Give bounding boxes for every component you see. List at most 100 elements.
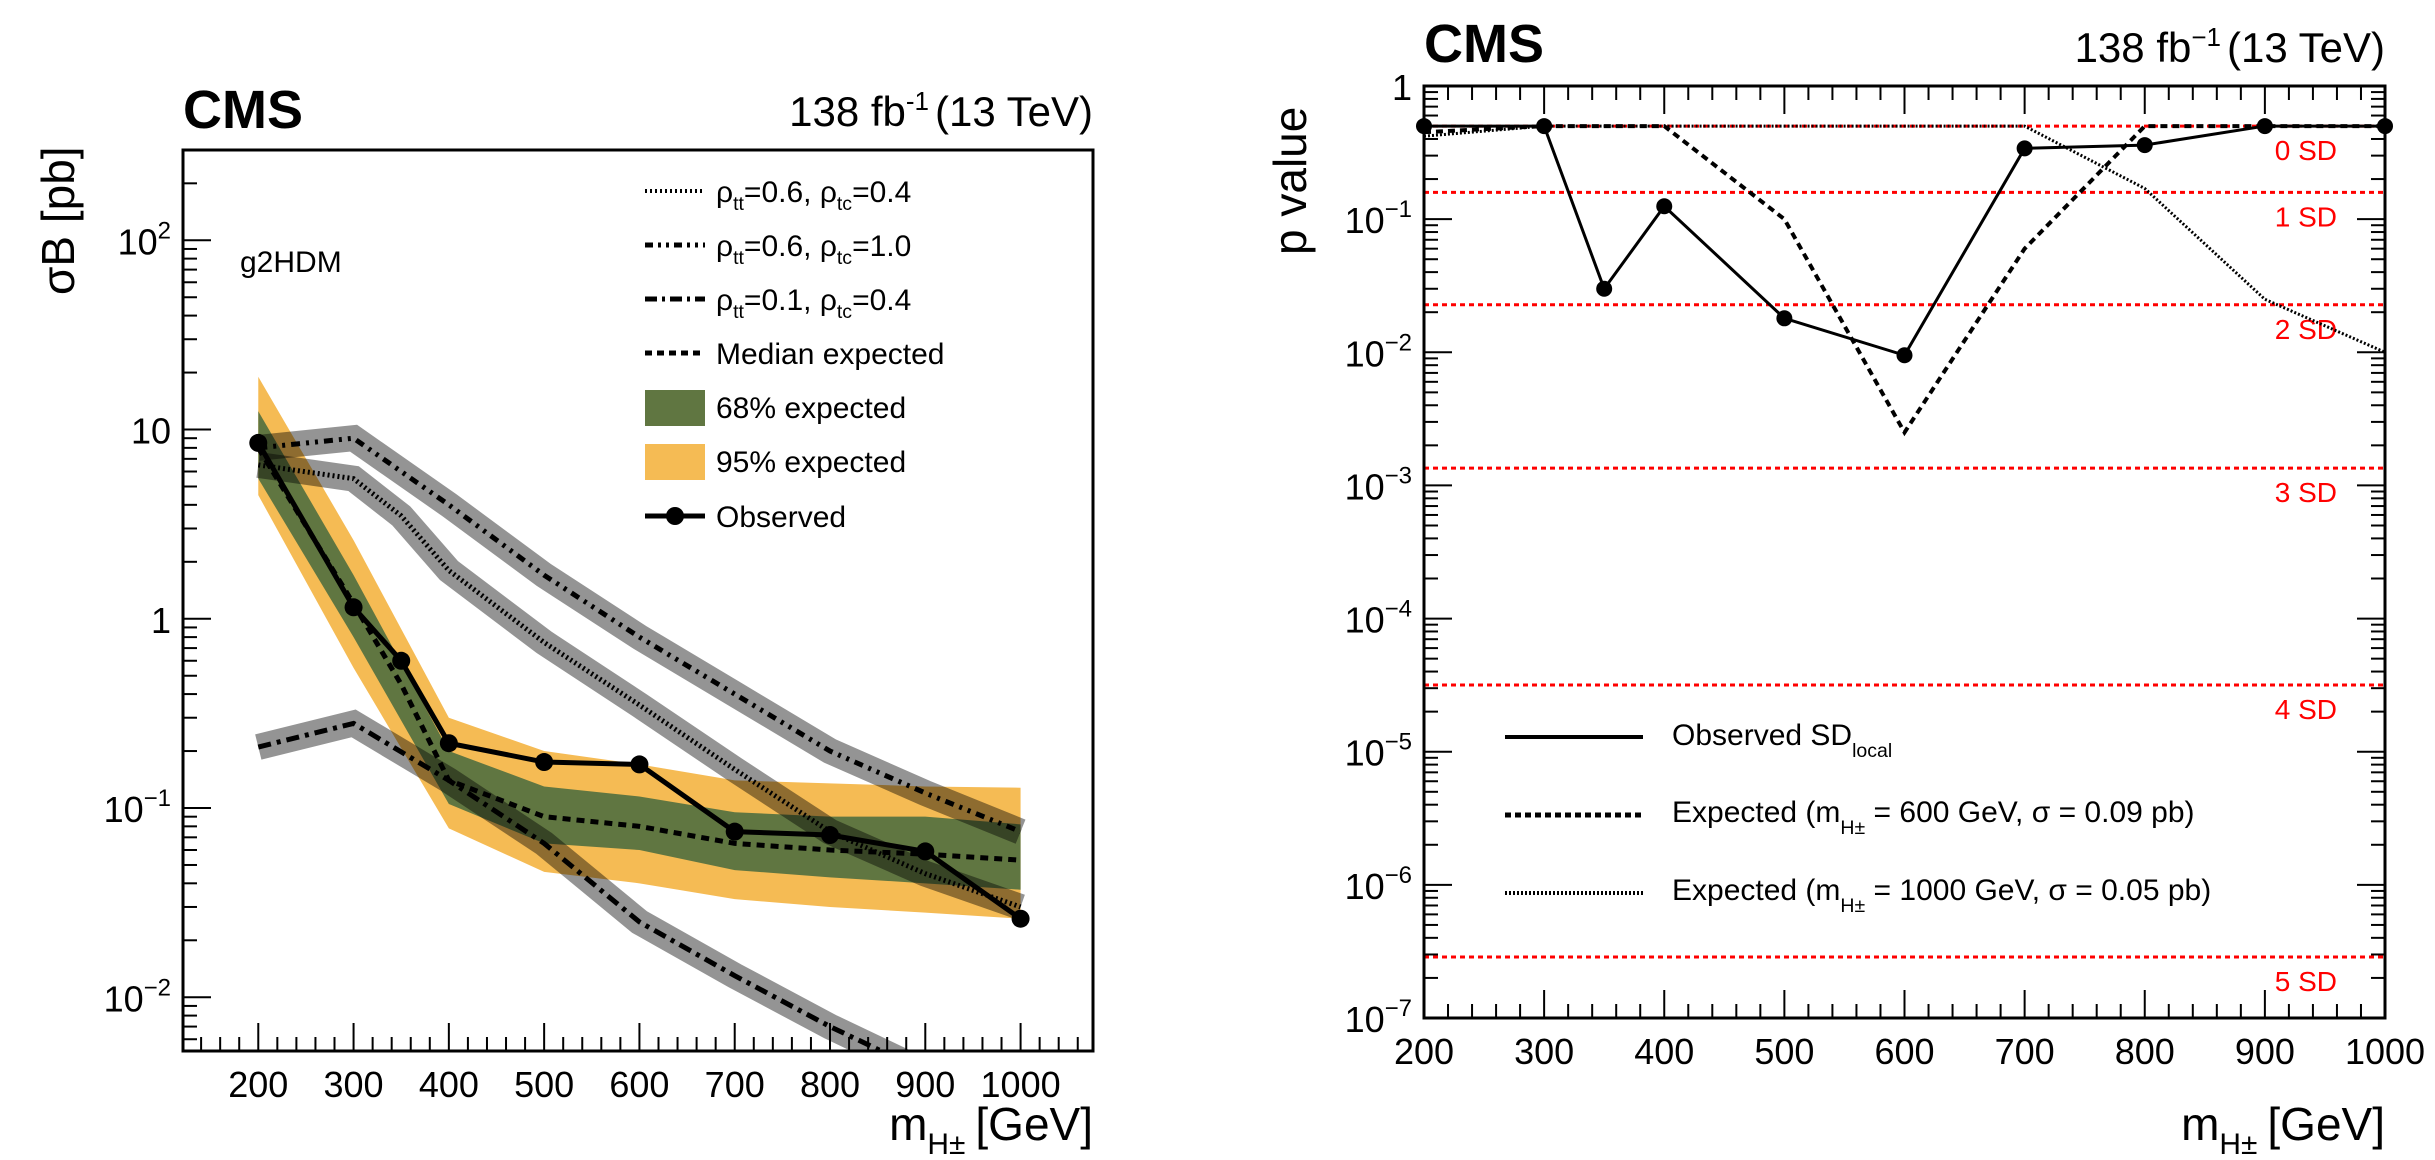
right-markers <box>1416 118 2393 364</box>
y-tick-label: 10−1 <box>104 785 171 830</box>
right-lumi-label: 138 fb−1 (13 TeV) <box>2075 22 2385 71</box>
series-line-3 <box>256 446 1021 863</box>
y-tick-label: 10 <box>131 411 171 452</box>
legend-swatch-68 <box>645 390 705 426</box>
left-markers <box>249 433 1030 928</box>
legend-item-expected-1000: Expected (mH± = 1000 GeV, σ = 0.05 pb) <box>1505 874 2211 917</box>
series-line-2 <box>257 720 888 1051</box>
legend-label: Observed SDlocal <box>1672 719 1892 762</box>
pvalue-series-1 <box>1423 124 2385 437</box>
y-tick-label: 1 <box>151 600 171 641</box>
x-tick-label: 400 <box>1634 1031 1694 1072</box>
legend-item-observed: Observed <box>645 501 846 534</box>
right-lines <box>1423 124 2386 437</box>
x-tick-label: 700 <box>705 1064 765 1105</box>
observed-pvalue-point <box>1656 198 1673 215</box>
x-tick-label: 400 <box>419 1064 479 1105</box>
right-axes: 200 300 400 500 600 700 800 900 1000 1 10−1 10−2 10−… <box>1345 67 2425 1072</box>
right-y-axis-label: p value <box>1264 107 1316 255</box>
legend-label: Observed <box>716 501 846 534</box>
left-x-axis-label: mH± [GeV] <box>889 1098 1093 1160</box>
observed-pvalue-point <box>2136 137 2153 154</box>
x-tick-label: 800 <box>800 1064 860 1105</box>
x-tick-label: 300 <box>1514 1031 1574 1072</box>
observed-point <box>1011 909 1030 928</box>
observed-point <box>439 734 458 753</box>
x-tick-label: 700 <box>1995 1031 2055 1072</box>
left-cms-label: CMS <box>183 80 303 140</box>
y-tick-label: 1 <box>1392 67 1412 108</box>
right-panel: CMS 138 fb−1 (13 TeV) 0 SD1 SD2 SD3 SD4 S… <box>1264 14 2425 1160</box>
legend-label: Expected (mH± = 600 GeV, σ = 0.09 pb) <box>1672 796 2195 839</box>
legend-item-95: 95% expected <box>645 444 906 480</box>
x-tick-label: 200 <box>228 1064 288 1105</box>
y-tick-label: 102 <box>118 217 171 262</box>
legend-label: ρtt=0.1, ρtc=0.4 <box>716 284 911 323</box>
legend-marker <box>666 507 684 525</box>
x-tick-label: 300 <box>324 1064 384 1105</box>
observed-pvalue-point <box>1776 310 1793 327</box>
legend-item-rho06-10: ρtt=0.6, ρtc=1.0 <box>645 230 911 269</box>
pvalue-series-2 <box>1423 124 2386 354</box>
observed-pvalue-point <box>1596 280 1613 297</box>
legend-label: Median expected <box>716 338 945 371</box>
x-tick-label: 1000 <box>981 1064 1061 1105</box>
observed-pvalue-point <box>2256 118 2273 135</box>
legend-item-rho01-04: ρtt=0.1, ρtc=0.4 <box>645 284 911 323</box>
observed-point <box>249 433 268 452</box>
sd-label: 4 SD <box>2275 694 2337 725</box>
y-tick-label: 10−1 <box>1345 196 1412 241</box>
y-tick-label: 10−4 <box>1345 596 1412 641</box>
right-sd-lines: 0 SD1 SD2 SD3 SD4 SD5 SD <box>1424 124 2385 997</box>
observed-point <box>630 755 649 774</box>
legend-label: ρtt=0.6, ρtc=1.0 <box>716 230 911 269</box>
y-tick-label: 10−7 <box>1345 995 1412 1040</box>
x-tick-label: 600 <box>1874 1031 1934 1072</box>
left-panel: CMS 138 fb-1 (13 TeV) g2HDM 200 300 400 500 6… <box>32 80 1095 1160</box>
left-axes: 200 300 400 500 600 700 800 900 1000 102 10 1 10−1 10… <box>104 148 1095 1105</box>
x-tick-label: 500 <box>1754 1031 1814 1072</box>
legend-item-68: 68% expected <box>645 390 906 426</box>
legend-item-expected-600: Expected (mH± = 600 GeV, σ = 0.09 pb) <box>1505 796 2195 839</box>
model-annotation: g2HDM <box>240 246 342 279</box>
plot-frame <box>181 148 1095 1053</box>
legend-label: 95% expected <box>716 446 906 479</box>
observed-point <box>725 822 744 841</box>
right-cms-label: CMS <box>1424 14 1544 74</box>
observed-point <box>535 753 554 772</box>
left-legend: ρtt=0.6, ρtc=0.4 ρtt=0.6, ρtc=1.0 ρtt=0.… <box>645 176 945 534</box>
pvalue-series-0 <box>1424 124 2385 358</box>
right-x-axis-label: mH± [GeV] <box>2181 1098 2385 1160</box>
observed-pvalue-point <box>1536 118 1553 135</box>
x-tick-label: 500 <box>514 1064 574 1105</box>
observed-point <box>916 842 935 861</box>
series-line-0 <box>257 462 1022 910</box>
left-lumi-label: 138 fb-1 (13 TeV) <box>789 86 1093 135</box>
y-tick-label: 10−2 <box>1345 329 1412 374</box>
x-tick-label: 900 <box>2235 1031 2295 1072</box>
series-line-1 <box>258 435 1022 834</box>
legend-swatch-95 <box>645 444 705 480</box>
left-y-axis-label: σB [pb] <box>32 146 84 295</box>
sd-label: 3 SD <box>2275 477 2337 508</box>
observed-pvalue-point <box>1896 347 1913 364</box>
legend-label: 68% expected <box>716 392 906 425</box>
sd-label: 0 SD <box>2275 135 2337 166</box>
legend-item-median: Median expected <box>645 338 945 371</box>
legend-label: Expected (mH± = 1000 GeV, σ = 0.05 pb) <box>1672 874 2211 917</box>
series-line-4 <box>256 441 1023 921</box>
sd-label: 5 SD <box>2275 966 2337 997</box>
observed-pvalue-point <box>2016 140 2033 157</box>
legend-item-observed-sd: Observed SDlocal <box>1505 719 1892 762</box>
observed-point <box>392 651 411 670</box>
observed-point <box>821 826 840 845</box>
band-68-expected <box>258 411 1021 890</box>
left-lines <box>256 435 1023 1051</box>
sd-label: 1 SD <box>2275 201 2337 232</box>
x-tick-label: 800 <box>2115 1031 2175 1072</box>
y-tick-label: 10−3 <box>1345 462 1412 507</box>
observed-point <box>344 598 363 617</box>
x-tick-label: 900 <box>895 1064 955 1105</box>
left-grey-bands <box>255 424 1026 1051</box>
